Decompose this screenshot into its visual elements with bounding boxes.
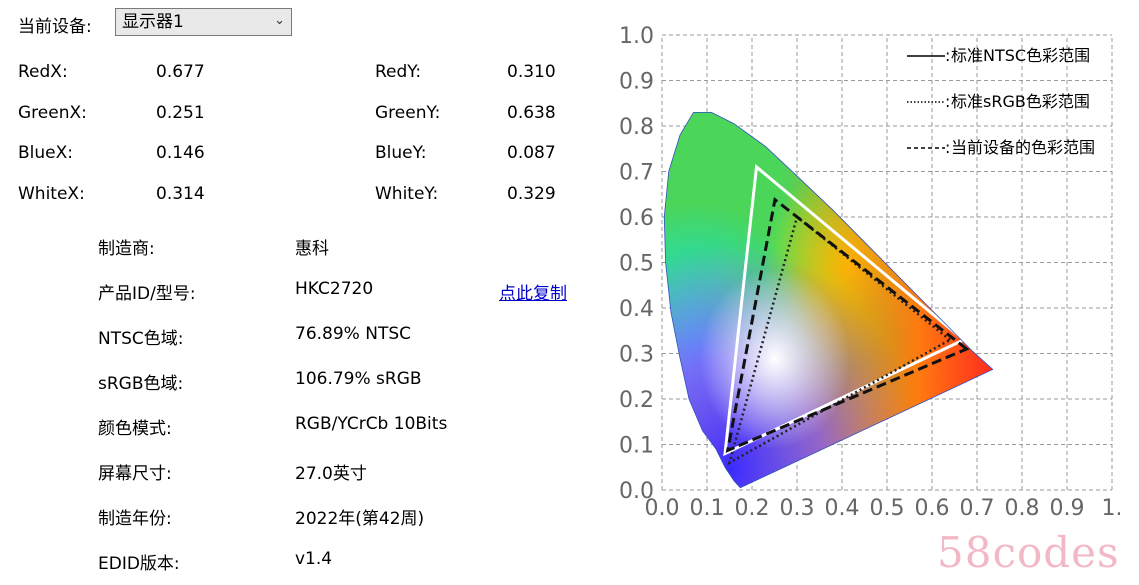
coord-x-label: WhiteX: bbox=[18, 183, 85, 204]
info-label: NTSC色域: bbox=[98, 329, 184, 349]
device-select[interactable]: 显示器1 ⌄ bbox=[115, 8, 292, 36]
coord-y-value: 0.329 bbox=[507, 183, 556, 204]
info-label: sRGB色域: bbox=[98, 374, 184, 394]
info-value: 76.89% NTSC bbox=[295, 324, 411, 344]
chart-legend: : 标准NTSC色彩范围: 标准sRGB色彩范围: 当前设备的色彩范围 bbox=[907, 46, 1095, 157]
device-label: 当前设备: bbox=[18, 17, 92, 37]
y-tick-label: 0.6 bbox=[619, 206, 654, 231]
y-tick-label: 0.3 bbox=[619, 343, 654, 368]
x-tick-label: 1. bbox=[1102, 496, 1121, 518]
coord-x-value: 0.677 bbox=[156, 62, 205, 82]
gamut-triangles bbox=[723, 164, 970, 466]
gamut-triangle-ntsc bbox=[723, 164, 967, 457]
info-value: 27.0英寸 bbox=[295, 464, 367, 484]
y-tick-label: 0.1 bbox=[619, 434, 654, 459]
coord-y-label: WhiteY: bbox=[375, 183, 439, 204]
coord-y-label: BlueY: bbox=[375, 143, 427, 163]
info-value: 106.79% sRGB bbox=[295, 369, 422, 389]
info-value: 2022年(第42周) bbox=[295, 509, 425, 529]
x-tick-label: 0.0 bbox=[645, 496, 680, 518]
info-label: 颜色模式: bbox=[98, 419, 172, 439]
legend-label: 标准sRGB色彩范围 bbox=[951, 92, 1090, 111]
coord-x-label: GreenX: bbox=[18, 102, 87, 123]
y-tick-label: 0.0 bbox=[619, 479, 654, 504]
y-tick-label: 0.9 bbox=[619, 70, 654, 95]
coord-y-value: 0.638 bbox=[507, 102, 556, 123]
chevron-down-icon: ⌄ bbox=[274, 13, 285, 28]
x-tick-label: 0.3 bbox=[780, 496, 815, 518]
y-tick-label: 0.2 bbox=[619, 388, 654, 413]
info-label: 制造年份: bbox=[98, 509, 172, 529]
y-tick-label: 0.7 bbox=[619, 161, 654, 186]
info-value: 惠科 bbox=[295, 239, 329, 259]
x-tick-label: 0.1 bbox=[690, 496, 725, 518]
gamut-triangle-device bbox=[725, 197, 970, 453]
legend-label: 标准NTSC色彩范围 bbox=[951, 46, 1090, 65]
coord-y-value: 0.310 bbox=[507, 62, 556, 82]
y-tick-label: 1.0 bbox=[619, 24, 654, 49]
legend-label: 当前设备的色彩范围 bbox=[951, 138, 1095, 157]
coord-y-label: RedY: bbox=[375, 62, 422, 82]
coord-y-value: 0.087 bbox=[507, 143, 556, 163]
x-tick-label: 0.8 bbox=[1005, 496, 1040, 518]
legend-colon: : bbox=[945, 92, 950, 111]
coord-x-value: 0.251 bbox=[156, 102, 205, 123]
info-label: EDID版本: bbox=[98, 554, 180, 574]
info-label: 产品ID/型号: bbox=[98, 284, 196, 304]
chart-ticks: 0.0 0.1 0.2 0.3 0.4 0.5 0.6 0.7 0.8 0.9 1.0 0.0 0.1 0… bbox=[619, 24, 1120, 518]
chromaticity-chart: 0.0 0.1 0.2 0.3 0.4 0.5 0.6 0.7 0.8 0.9 1.0 0.0 0.1 0… bbox=[619, 24, 1120, 518]
info-value: v1.4 bbox=[295, 549, 333, 569]
x-tick-label: 0.7 bbox=[960, 496, 995, 518]
watermark-logo: 58codes bbox=[937, 528, 1120, 577]
info-label: 制造商: bbox=[98, 239, 155, 259]
legend-colon: : bbox=[945, 46, 950, 65]
legend-colon: : bbox=[945, 138, 950, 157]
coord-x-label: BlueX: bbox=[18, 143, 73, 163]
x-tick-label: 0.4 bbox=[825, 496, 860, 518]
device-select-value: 显示器1 bbox=[122, 12, 184, 32]
coord-x-value: 0.314 bbox=[156, 183, 205, 204]
x-tick-label: 0.9 bbox=[1050, 496, 1085, 518]
x-tick-label: 0.6 bbox=[915, 496, 950, 518]
coord-y-label: GreenY: bbox=[375, 102, 441, 123]
info-value: HKC2720 bbox=[295, 279, 374, 299]
y-tick-label: 0.8 bbox=[619, 115, 654, 140]
info-value: RGB/YCrCb 10Bits bbox=[295, 414, 448, 434]
locus-outline bbox=[663, 111, 994, 489]
coord-x-label: RedX: bbox=[18, 62, 68, 82]
copy-link[interactable]: 点此复制 bbox=[499, 284, 567, 304]
y-tick-label: 0.5 bbox=[619, 252, 654, 277]
x-tick-label: 0.5 bbox=[870, 496, 905, 518]
coord-x-value: 0.146 bbox=[156, 143, 205, 163]
x-tick-label: 0.2 bbox=[735, 496, 770, 518]
y-tick-label: 0.4 bbox=[619, 297, 654, 322]
info-label: 屏幕尺寸: bbox=[98, 464, 172, 484]
